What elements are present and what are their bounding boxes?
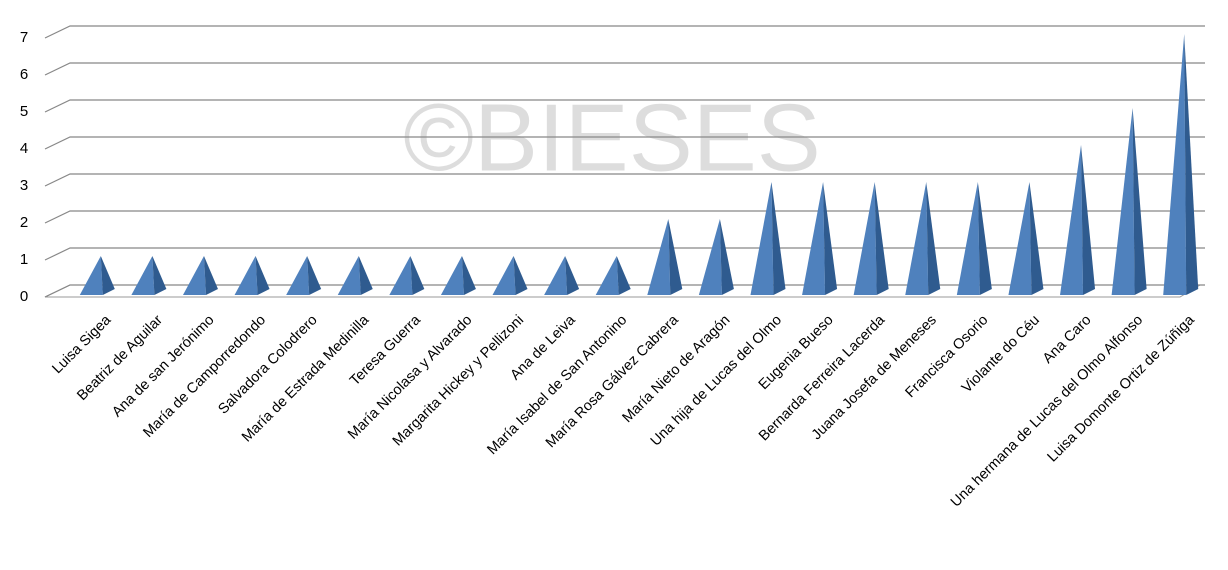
pyramid-front xyxy=(492,256,516,295)
pyramid xyxy=(492,256,528,295)
pyramid xyxy=(853,182,889,295)
x-tick-label: Salvadora Colodrero xyxy=(215,312,320,417)
pyramid xyxy=(389,256,425,295)
pyramid-side xyxy=(1081,145,1096,295)
pyramid-side xyxy=(565,256,580,295)
pyramid-side xyxy=(668,219,683,295)
pyramid xyxy=(1008,182,1044,295)
pyramid xyxy=(956,182,992,295)
pyramid-front xyxy=(956,182,980,295)
grid-line xyxy=(44,62,1205,76)
pyramid-front xyxy=(286,256,310,295)
pyramid-side xyxy=(616,256,631,295)
pyramid-front xyxy=(1060,145,1084,295)
pyramid-front xyxy=(647,219,671,295)
pyramid-front xyxy=(698,219,722,295)
pyramid-side xyxy=(152,256,167,295)
pyramid-front xyxy=(182,256,206,295)
pyramid-front xyxy=(131,256,155,295)
pyramid-side xyxy=(823,182,838,295)
grid-line xyxy=(44,99,1205,113)
pyramid-side xyxy=(1184,34,1199,295)
grid-line xyxy=(44,173,1205,187)
pyramid-side xyxy=(926,182,941,295)
pyramid-front xyxy=(853,182,877,295)
pyramid xyxy=(802,182,838,295)
pyramid xyxy=(1060,145,1096,295)
pyramid xyxy=(647,219,683,295)
pyramid-front xyxy=(234,256,258,295)
pyramid xyxy=(750,182,786,295)
pyramid xyxy=(286,256,322,295)
pyramid xyxy=(544,256,580,295)
pyramid-side xyxy=(255,256,270,295)
pyramid-side xyxy=(307,256,322,295)
pyramid-front xyxy=(1111,108,1135,295)
pyramid xyxy=(905,182,941,295)
pyramid-front xyxy=(544,256,568,295)
pyramid-front xyxy=(802,182,826,295)
pyramid-side xyxy=(513,256,528,295)
y-tick-label: 1 xyxy=(20,251,28,268)
pyramid xyxy=(440,256,476,295)
y-tick-label: 3 xyxy=(20,177,28,194)
pyramid-side xyxy=(100,256,115,295)
pyramid xyxy=(131,256,167,295)
grid-line xyxy=(44,136,1205,150)
pyramid-side xyxy=(1029,182,1044,295)
pyramid-side xyxy=(203,256,218,295)
pyramid-front xyxy=(595,256,619,295)
pyramid-side xyxy=(1132,108,1147,295)
pyramid xyxy=(1111,108,1147,295)
x-tick-label: Una hermana de Lucas del Olmo Alfonso xyxy=(948,312,1146,510)
pyramid-front xyxy=(750,182,774,295)
pyramid-front xyxy=(389,256,413,295)
pyramid-side xyxy=(719,219,734,295)
y-tick-label: 0 xyxy=(20,288,28,305)
pyramid-side xyxy=(771,182,786,295)
pyramid xyxy=(234,256,270,295)
y-tick-label: 5 xyxy=(20,103,28,120)
pyramid xyxy=(595,256,631,295)
pyramid xyxy=(182,256,218,295)
pyramid-front xyxy=(440,256,464,295)
pyramid-front xyxy=(905,182,929,295)
grid-line xyxy=(44,25,1205,39)
pyramid-front xyxy=(79,256,103,295)
pyramid-side xyxy=(874,182,889,295)
pyramid xyxy=(1163,34,1199,295)
pyramid-front xyxy=(1008,182,1032,295)
y-tick-label: 4 xyxy=(20,140,28,157)
y-tick-label: 2 xyxy=(20,214,28,231)
pyramid-side xyxy=(358,256,373,295)
y-tick-label: 7 xyxy=(20,29,28,46)
pyramid-side xyxy=(461,256,476,295)
pyramid-side xyxy=(410,256,425,295)
pyramid xyxy=(79,256,115,295)
x-tick-label: Ana Caro xyxy=(1040,312,1095,367)
pyramid-front xyxy=(1163,34,1187,295)
pyramid-front xyxy=(337,256,361,295)
pyramid xyxy=(698,219,734,295)
pyramid-side xyxy=(977,182,992,295)
y-tick-label: 6 xyxy=(20,66,28,83)
x-tick-label: Ana de san Jerónimo xyxy=(109,312,217,420)
pyramid xyxy=(337,256,373,295)
